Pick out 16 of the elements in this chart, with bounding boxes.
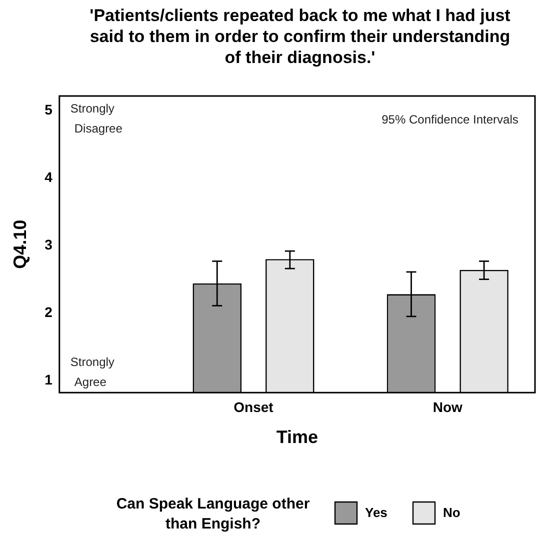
annotation: Strongly Disagree bbox=[70, 101, 123, 136]
y-tick-label: 3 bbox=[44, 236, 53, 253]
legend-title: Can Speak Language other than Engish? bbox=[116, 496, 310, 533]
x-tick-label: Now bbox=[432, 398, 463, 415]
y-tick-label: 1 bbox=[44, 371, 53, 388]
y-axis-title: Q4.10 bbox=[10, 220, 30, 269]
y-tick-label: 2 bbox=[44, 304, 53, 320]
y-tick-label: 5 bbox=[44, 102, 53, 118]
y-tick-label: 4 bbox=[44, 169, 53, 186]
legend-label: No bbox=[443, 505, 460, 520]
x-axis-title: Time bbox=[276, 427, 318, 448]
annotation: 95% Confidence Intervals bbox=[382, 112, 518, 126]
annotation: Strongly Agree bbox=[70, 354, 114, 389]
x-tick-label: Onset bbox=[234, 398, 274, 415]
chart-title: 'Patients/clients repeated back to me what I had just said to them in order to confirm their understanding of their diagnosis.' bbox=[90, 6, 511, 68]
legend-label: Yes bbox=[365, 505, 388, 520]
